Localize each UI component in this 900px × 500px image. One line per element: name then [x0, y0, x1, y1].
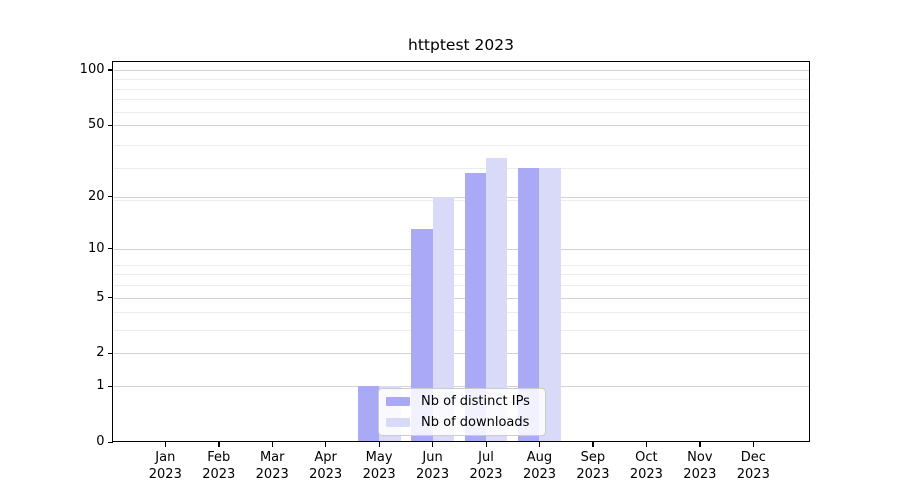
grid-minor-line [113, 274, 809, 276]
y-tick-label: 0 [96, 434, 105, 449]
bar-distinct-ips-4 [357, 386, 380, 442]
legend-item-downloads: Nb of downloads [386, 415, 538, 431]
y-tick-label: 20 [87, 188, 105, 204]
x-tick-label: Jan 2023 [148, 450, 182, 482]
x-tick-label: May 2023 [362, 450, 396, 482]
x-tick [645, 442, 648, 447]
x-tick-label: Dec 2023 [736, 450, 770, 482]
x-tick [325, 442, 327, 447]
x-tick [218, 442, 220, 447]
grid-major-line [113, 297, 809, 299]
y-tick [107, 385, 113, 387]
x-tick-label: Mar 2023 [255, 450, 289, 482]
grid-minor-line [113, 88, 809, 90]
legend: Nb of distinct IPs Nb of downloads [378, 388, 546, 436]
grid-minor-line [113, 79, 809, 81]
x-tick-label: Jun 2023 [416, 450, 450, 482]
x-tick-label: Jul 2023 [469, 450, 503, 482]
y-tick-label: 50 [87, 117, 105, 132]
x-tick [592, 442, 594, 447]
x-tick-label: Sep 2023 [576, 450, 610, 482]
grid-minor-line [113, 200, 809, 202]
x-tick [271, 442, 273, 447]
legend-label-downloads: Nb of downloads [421, 415, 530, 430]
bar-distinct-ips-7 [518, 167, 540, 442]
grid-minor-line [113, 167, 809, 169]
x-tick [752, 442, 755, 447]
grid-minor-line [113, 264, 809, 266]
bar-downloads-5 [432, 196, 454, 442]
y-tick [107, 69, 113, 71]
plot-area [112, 61, 810, 442]
grid-minor-line [113, 99, 809, 101]
x-tick [378, 442, 380, 447]
x-tick-label: Oct 2023 [629, 450, 663, 482]
grid-minor-line [113, 111, 809, 113]
legend-swatch-downloads [386, 418, 410, 427]
y-tick [107, 196, 113, 198]
y-tick [107, 248, 113, 250]
x-tick-label: Aug 2023 [522, 450, 557, 482]
bar-distinct-ips-6 [464, 173, 487, 442]
grid-minor-line [113, 285, 809, 287]
y-tick-label: 10 [87, 240, 105, 256]
x-tick [485, 442, 487, 447]
grid-major-line [113, 353, 809, 355]
grid-major-line [113, 386, 809, 388]
y-tick-label: 2 [96, 345, 105, 361]
grid-minor-line [113, 144, 809, 146]
grid-major-line [113, 196, 809, 198]
x-tick [699, 442, 701, 447]
y-tick [107, 124, 113, 126]
grid-major-line [113, 125, 809, 126]
legend-item-distinct-ips: Nb of distinct IPs [386, 394, 538, 410]
x-tick-label: Apr 2023 [309, 450, 343, 482]
bar-downloads-7 [539, 167, 561, 442]
y-tick-label: 5 [96, 289, 105, 305]
legend-swatch-distinct-ips [386, 397, 410, 406]
x-tick [432, 442, 434, 447]
y-tick [107, 441, 113, 443]
legend-label-distinct-ips: Nb of distinct IPs [421, 394, 530, 409]
chart-title: httptest 2023 [408, 36, 514, 54]
x-tick [164, 442, 167, 447]
y-tick [107, 352, 113, 355]
y-tick [107, 297, 113, 299]
x-tick-label: Feb 2023 [202, 450, 236, 482]
y-tick-label: 1 [96, 378, 105, 394]
grid-minor-line [113, 330, 809, 332]
grid-major-line [113, 248, 809, 250]
x-tick-label: Nov 2023 [683, 450, 717, 482]
grid-major-line [113, 69, 809, 71]
y-tick-label: 100 [79, 61, 105, 77]
x-tick [538, 442, 541, 447]
bar-downloads-6 [486, 157, 508, 442]
grid-minor-line [113, 312, 809, 314]
